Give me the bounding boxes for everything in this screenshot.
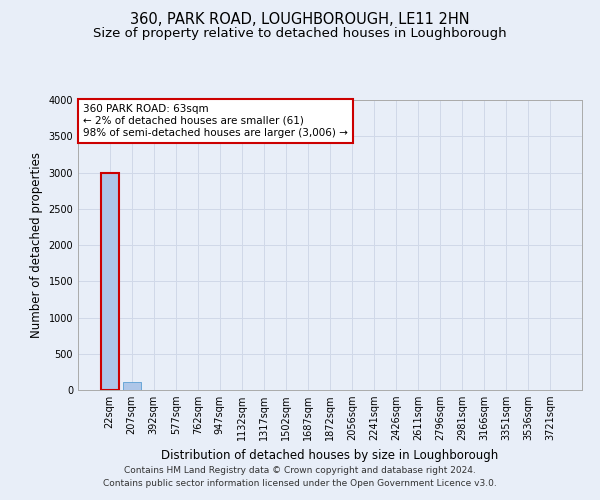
Text: 360 PARK ROAD: 63sqm
← 2% of detached houses are smaller (61)
98% of semi-detach: 360 PARK ROAD: 63sqm ← 2% of detached ho… [83, 104, 348, 138]
Text: 360, PARK ROAD, LOUGHBOROUGH, LE11 2HN: 360, PARK ROAD, LOUGHBOROUGH, LE11 2HN [130, 12, 470, 28]
Text: Contains HM Land Registry data © Crown copyright and database right 2024.
Contai: Contains HM Land Registry data © Crown c… [103, 466, 497, 487]
Y-axis label: Number of detached properties: Number of detached properties [30, 152, 43, 338]
Text: Size of property relative to detached houses in Loughborough: Size of property relative to detached ho… [93, 28, 507, 40]
Bar [123, 382, 140, 390]
X-axis label: Distribution of detached houses by size in Loughborough: Distribution of detached houses by size … [161, 448, 499, 462]
Bar [101, 172, 119, 390]
